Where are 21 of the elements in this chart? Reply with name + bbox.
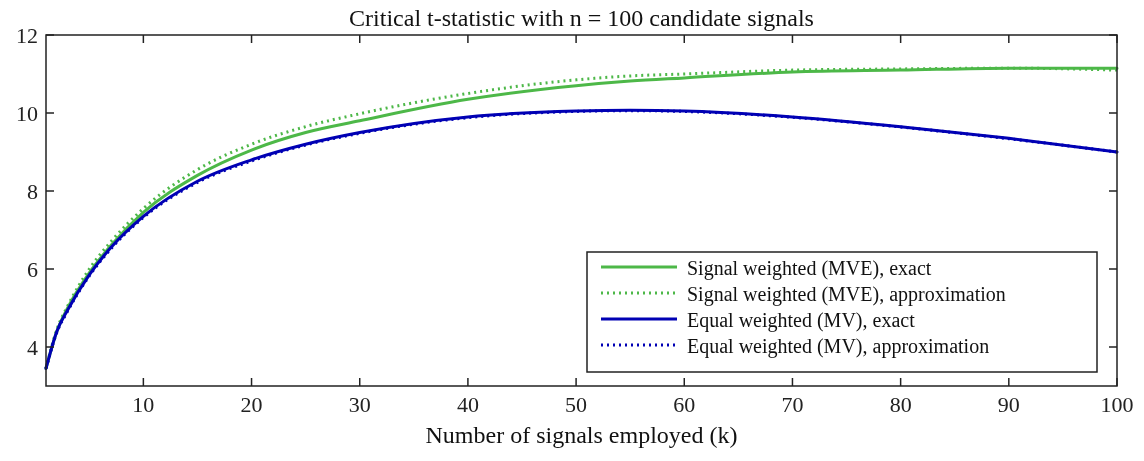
y-tick-label: 6	[27, 257, 38, 282]
legend-label: Equal weighted (MV), approximation	[687, 335, 990, 358]
x-axis-title: Number of signals employed (k)	[425, 422, 738, 448]
x-tick-label: 20	[240, 392, 263, 417]
legend-label: Equal weighted (MV), exact	[687, 309, 916, 332]
x-tick-label: 100	[1100, 392, 1134, 417]
legend-label: Signal weighted (MVE), approximation	[687, 283, 1006, 306]
y-tick-label: 12	[16, 23, 38, 48]
x-tick-label: 90	[997, 392, 1020, 417]
chart-title: Critical t-statistic with n = 100 candidate signals	[349, 5, 814, 31]
x-tick-label: 40	[456, 392, 479, 417]
x-tick-label: 10	[132, 392, 155, 417]
x-tick-label: 50	[565, 392, 588, 417]
x-tick-label: 70	[781, 392, 804, 417]
x-tick-label: 80	[889, 392, 912, 417]
y-tick-label: 10	[16, 101, 38, 126]
x-tick-label: 30	[348, 392, 371, 417]
y-tick-label: 8	[27, 179, 38, 204]
y-tick-label: 4	[27, 335, 38, 360]
x-tick-label: 60	[673, 392, 696, 417]
legend-label: Signal weighted (MVE), exact	[687, 257, 932, 280]
